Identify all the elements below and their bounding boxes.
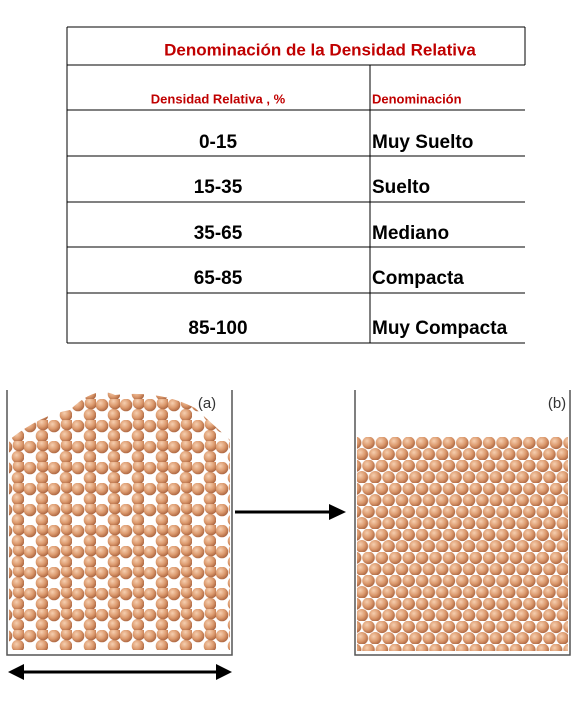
cell: Muy Compacta [372, 318, 508, 339]
cell: Mediano [372, 223, 449, 244]
cell: 0-15 [199, 132, 237, 153]
cell: 35-65 [194, 223, 243, 244]
loose-container: (a) [6, 390, 233, 656]
cell: Compacta [372, 268, 464, 289]
table: Denominación de la Densidad Relativa Den… [66, 26, 526, 344]
cell: Suelto [372, 177, 430, 198]
figure-label: (b) [548, 395, 566, 412]
cell: Muy Suelto [372, 132, 473, 153]
width-arrow [8, 664, 232, 680]
dense-container: (b) [354, 390, 571, 656]
table-title: Denominación de la Densidad Relativa [164, 40, 476, 59]
cell: 65-85 [194, 268, 243, 289]
cell: 15-35 [194, 177, 243, 198]
cell: 85-100 [188, 318, 247, 339]
column-header: Densidad Relativa , % [151, 91, 286, 106]
figure-label: (a) [198, 395, 216, 412]
transition-arrow [235, 504, 346, 520]
column-header: Denominación [372, 91, 462, 106]
